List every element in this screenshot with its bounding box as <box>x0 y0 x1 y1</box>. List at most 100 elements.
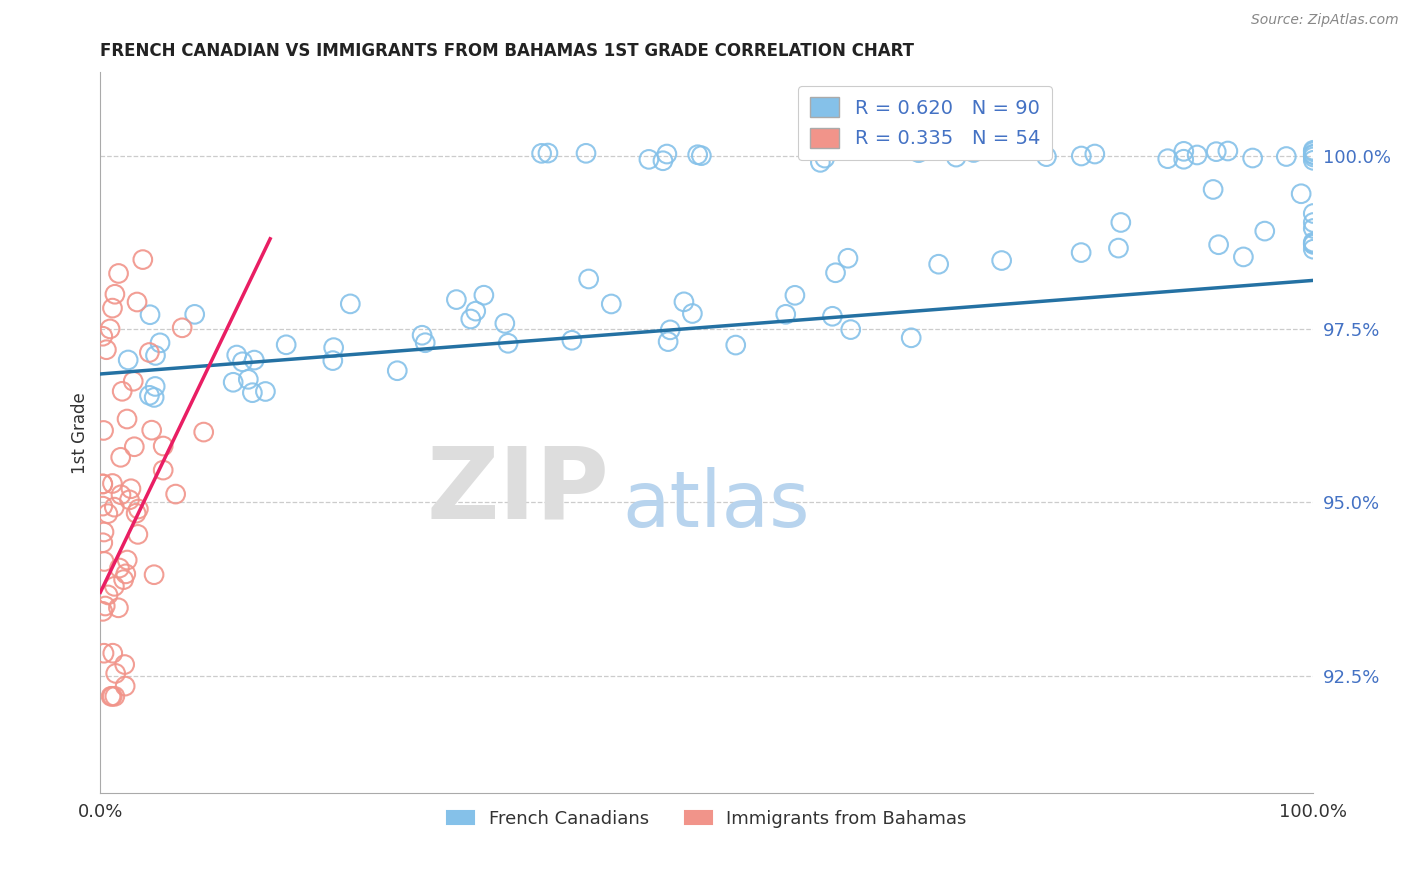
Point <box>238 372 260 386</box>
Point <box>104 690 127 704</box>
Point <box>165 487 187 501</box>
Point <box>1302 237 1324 252</box>
Text: FRENCH CANADIAN VS IMMIGRANTS FROM BAHAMAS 1ST GRADE CORRELATION CHART: FRENCH CANADIAN VS IMMIGRANTS FROM BAHAM… <box>100 42 914 60</box>
Point <box>115 553 138 567</box>
Point <box>1302 206 1324 220</box>
Point <box>1302 147 1324 161</box>
Point <box>945 150 967 164</box>
Point <box>139 308 162 322</box>
Point <box>231 355 253 369</box>
Point <box>578 272 600 286</box>
Point <box>110 450 132 465</box>
Point <box>1302 235 1324 250</box>
Point <box>494 317 516 331</box>
Point <box>243 353 266 368</box>
Point <box>907 145 929 160</box>
Point <box>91 329 114 343</box>
Point <box>464 304 486 318</box>
Y-axis label: 1st Grade: 1st Grade <box>72 392 89 474</box>
Point <box>561 333 583 347</box>
Point <box>652 153 675 168</box>
Point <box>93 554 115 568</box>
Point <box>1173 153 1195 167</box>
Point <box>1302 153 1324 168</box>
Point <box>1302 145 1324 159</box>
Point <box>387 364 409 378</box>
Point <box>537 146 560 161</box>
Point <box>149 335 172 350</box>
Point <box>775 307 797 321</box>
Point <box>143 391 166 405</box>
Point <box>1254 224 1277 238</box>
Point <box>97 588 120 602</box>
Point <box>225 348 247 362</box>
Point <box>122 374 145 388</box>
Point <box>96 343 118 357</box>
Point <box>1302 221 1324 235</box>
Point <box>322 341 344 355</box>
Point <box>138 345 160 359</box>
Point <box>118 492 141 507</box>
Point <box>672 294 695 309</box>
Point <box>659 323 682 337</box>
Point <box>686 147 709 161</box>
Point <box>1216 144 1239 158</box>
Point <box>152 439 174 453</box>
Point <box>125 506 148 520</box>
Point <box>143 379 166 393</box>
Point <box>110 488 132 502</box>
Point <box>114 679 136 693</box>
Point <box>638 153 661 167</box>
Point <box>100 690 122 704</box>
Point <box>1109 215 1132 229</box>
Point <box>114 566 136 581</box>
Point <box>600 297 623 311</box>
Point <box>91 477 114 491</box>
Text: ZIP: ZIP <box>427 442 610 539</box>
Point <box>101 476 124 491</box>
Point <box>120 482 142 496</box>
Point <box>724 338 747 352</box>
Point <box>839 323 862 337</box>
Point <box>575 146 598 161</box>
Point <box>1302 150 1324 164</box>
Point <box>411 328 433 343</box>
Point <box>103 579 125 593</box>
Point <box>193 425 215 439</box>
Point <box>117 353 139 368</box>
Point <box>112 573 135 587</box>
Point <box>132 252 155 267</box>
Point <box>339 297 361 311</box>
Point <box>107 267 129 281</box>
Point <box>1035 150 1057 164</box>
Point <box>1241 151 1264 165</box>
Point <box>824 266 846 280</box>
Point <box>1275 149 1298 163</box>
Point <box>460 312 482 326</box>
Legend: French Canadians, Immigrants from Bahamas: French Canadians, Immigrants from Bahama… <box>440 802 974 835</box>
Point <box>127 502 149 516</box>
Point <box>97 507 120 521</box>
Point <box>808 155 831 169</box>
Point <box>98 322 121 336</box>
Point <box>145 348 167 362</box>
Point <box>1302 215 1324 229</box>
Text: Source: ZipAtlas.com: Source: ZipAtlas.com <box>1251 13 1399 28</box>
Point <box>91 499 114 513</box>
Text: atlas: atlas <box>621 467 810 543</box>
Point <box>125 295 148 310</box>
Point <box>1302 242 1324 256</box>
Point <box>1208 237 1230 252</box>
Point <box>94 599 117 613</box>
Point <box>93 524 115 539</box>
Point <box>530 146 553 161</box>
Point <box>690 149 713 163</box>
Point <box>1084 147 1107 161</box>
Point <box>101 690 124 704</box>
Point <box>322 353 344 368</box>
Point <box>446 293 468 307</box>
Point <box>655 147 678 161</box>
Point <box>91 535 114 549</box>
Point <box>242 385 264 400</box>
Point <box>93 424 115 438</box>
